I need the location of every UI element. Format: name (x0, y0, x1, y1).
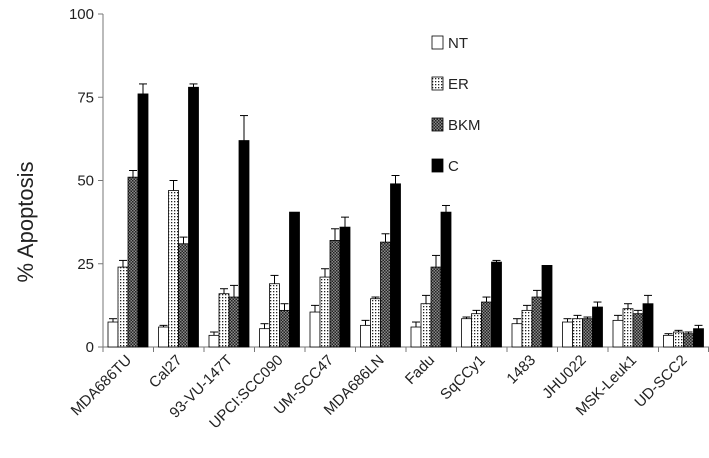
legend: NT ER BKM C (431, 35, 481, 175)
bar-group-fadu (410, 204, 452, 348)
bar-bkm-1483 (531, 296, 543, 348)
bar-nt-mda686ln (360, 324, 371, 348)
bar-bkm-mda686tu (127, 176, 139, 348)
bar-c-mda686ln (390, 183, 401, 348)
bar-c-sqccy1 (491, 261, 502, 348)
bar-er-upci-scc090 (269, 283, 280, 348)
legend-item-nt: NT (431, 35, 468, 52)
bar-group-ud-scc2 (663, 324, 704, 348)
bar-c-mda686tu (137, 93, 149, 348)
bar-er-sqccy1 (471, 313, 482, 348)
bar-bkm-ud-scc2 (683, 333, 694, 348)
bar-nt-cal27 (158, 326, 169, 348)
bar-nt-ud-scc2 (663, 334, 674, 348)
bar-c-jhu022 (592, 306, 603, 348)
bar-bkm-mda686ln (380, 241, 391, 348)
x-axis: MDA686TU Cal2793-VU-147TUPCI:SCC090UM-SCC… (68, 346, 709, 432)
bar-c-ud-scc2 (693, 328, 704, 348)
bar-group-93-vu-147t (208, 115, 250, 348)
x-tick-label-mda686tu: MDA686TU (68, 352, 135, 419)
bar-bkm-93-vu-147t (228, 296, 240, 348)
legend-swatch-er (431, 76, 444, 91)
bar-c-um-scc47 (339, 226, 351, 348)
x-tick-label-fadu: Fadu (402, 352, 438, 388)
bar-bkm-um-scc47 (329, 240, 341, 348)
bar-er-1483 (521, 309, 533, 348)
legend-item-er: ER (431, 76, 469, 93)
bar-group-sqccy1 (461, 259, 502, 348)
bar-bkm-cal27 (178, 243, 189, 348)
bar-er-msk-leuk1 (622, 308, 634, 348)
x-tick-label-ud-scc2: UD-SCC2 (631, 352, 690, 411)
bar-nt-1483 (511, 323, 523, 348)
bar-er-mda686ln (370, 298, 381, 348)
bar-bkm-jhu022 (582, 318, 593, 348)
bar-er-um-scc47 (319, 276, 331, 348)
bar-c-upci-scc090 (289, 211, 300, 348)
y-tick-label: 25 (77, 256, 94, 273)
bar-group-jhu022 (562, 301, 603, 348)
bar-group-mda686tu (107, 83, 149, 348)
legend-swatch-bkm (431, 117, 444, 132)
bar-group-cal27 (158, 83, 199, 348)
legend-swatch-c (431, 158, 444, 173)
bar-c-1483 (541, 265, 553, 348)
bar-er-mda686tu (117, 266, 129, 348)
bar-group-msk-leuk1 (612, 294, 654, 348)
bar-er-93-vu-147t (218, 293, 230, 348)
x-tick-label-jhu022: JHU022 (539, 352, 589, 402)
bar-bkm-sqccy1 (481, 301, 492, 348)
bar-group-um-scc47 (309, 216, 351, 348)
legend-label-nt: NT (448, 35, 468, 52)
x-tick-label-1483: 1483 (503, 352, 539, 388)
bar-group-upci-scc090 (259, 211, 300, 348)
bar-c-msk-leuk1 (642, 303, 654, 348)
bar-er-ud-scc2 (673, 331, 684, 348)
y-tick-label: 100 (69, 6, 94, 23)
bar-c-93-vu-147t (238, 140, 250, 348)
bar-nt-msk-leuk1 (612, 319, 624, 348)
bar-er-cal27 (168, 190, 179, 348)
bar-c-cal27 (188, 86, 199, 348)
bar-nt-fadu (410, 326, 422, 348)
bar-nt-jhu022 (562, 321, 573, 348)
bar-groups (107, 83, 704, 348)
bar-nt-upci-scc090 (259, 328, 270, 348)
legend-label-c: C (448, 158, 459, 175)
bar-group-1483 (511, 265, 553, 348)
bar-nt-93-vu-147t (208, 334, 220, 348)
legend-swatch-nt (431, 35, 444, 50)
bar-nt-sqccy1 (461, 318, 472, 348)
x-tick-label-sqccy1: SqCCy1 (437, 352, 489, 404)
y-tick-label: 50 (77, 173, 94, 190)
bar-er-fadu (420, 303, 432, 348)
bar-bkm-fadu (430, 266, 442, 348)
bar-bkm-msk-leuk1 (632, 313, 644, 348)
bar-bkm-upci-scc090 (279, 309, 290, 348)
legend-item-bkm: BKM (431, 117, 481, 134)
legend-item-c: C (431, 158, 459, 175)
legend-label-bkm: BKM (448, 117, 481, 134)
bar-nt-mda686tu (107, 321, 119, 348)
bar-er-jhu022 (572, 318, 583, 348)
legend-label-er: ER (448, 76, 469, 93)
x-tick-label-cal27: Cal27 (146, 352, 186, 392)
y-axis: 0 25 50 75 100 (69, 6, 104, 356)
bar-nt-um-scc47 (309, 311, 321, 348)
bar-group-mda686ln (360, 175, 401, 348)
y-tick-label: 75 (77, 89, 94, 106)
bar-c-fadu (440, 211, 452, 348)
y-tick-label: 0 (86, 339, 94, 356)
y-axis-title: % Apoptosis (13, 161, 38, 282)
